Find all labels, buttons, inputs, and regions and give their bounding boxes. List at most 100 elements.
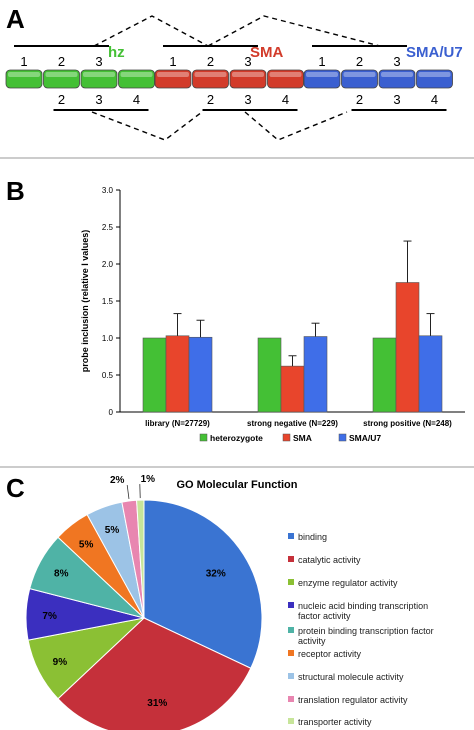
pie-legend-label: enzyme regulator activity bbox=[298, 578, 398, 588]
pie-legend-line: translation regulator activity bbox=[298, 695, 408, 705]
bar-sma-u7 bbox=[303, 336, 328, 413]
exon-highlight bbox=[418, 72, 451, 77]
bar-chart: 0 0.5 1.0 1.5 2.0 2.5 3.0 probe inclusion (rela… bbox=[80, 186, 465, 443]
legend-label: heterozygote bbox=[210, 433, 263, 443]
y-tick-label: 1.0 bbox=[102, 334, 114, 343]
exon-number-bottom: 4 bbox=[282, 92, 289, 107]
exon-box bbox=[80, 69, 118, 89]
pie-legend-line: transporter activity bbox=[298, 717, 372, 727]
pie-slice-label: 5% bbox=[79, 539, 94, 550]
pie-legend-line: catalytic activity bbox=[298, 555, 361, 565]
exon-number-top: 3 bbox=[95, 54, 102, 69]
pie-legend-swatch bbox=[288, 579, 294, 585]
pie-legend-label: translation regulator activity bbox=[298, 695, 408, 705]
pie-legend-line: activity bbox=[298, 636, 326, 646]
pie-legend-line: binding bbox=[298, 532, 327, 542]
exon-number-top: 1 bbox=[169, 54, 176, 69]
exon-highlight bbox=[232, 72, 264, 77]
group-label: hz bbox=[108, 44, 125, 61]
y-tick-label: 0 bbox=[109, 408, 114, 417]
bar-heterozygote bbox=[257, 337, 282, 413]
pie-legend-swatch bbox=[288, 718, 294, 724]
y-tick-label: 0.5 bbox=[102, 371, 114, 380]
pie-slice-9 bbox=[136, 499, 145, 619]
exon-highlight bbox=[343, 72, 376, 77]
y-tick-label: 3.0 bbox=[102, 186, 114, 195]
exon-number-bottom: 3 bbox=[95, 92, 102, 107]
bar-sma bbox=[395, 282, 420, 413]
legend-swatch bbox=[338, 433, 347, 442]
panel-a: A 1 2 3 2 3 4 hz 1 2 3 2 3 4 SMA 1 2 3 2 3 4 SMA/U7 bbox=[5, 4, 463, 141]
exon-number-top: 3 bbox=[244, 54, 251, 69]
exon-highlight bbox=[381, 72, 413, 77]
pie-legend-line: enzyme regulator activity bbox=[298, 578, 398, 588]
pie-slice-2 bbox=[57, 617, 252, 730]
pie-leader-line bbox=[126, 485, 130, 499]
exon-group-3: 1 2 3 2 3 4 SMA/U7 bbox=[303, 44, 463, 111]
y-axis-label: probe inclusion (relative I values) bbox=[80, 230, 90, 373]
exon-diagram: 1 2 3 2 3 4 hz 1 2 3 2 3 4 SMA 1 2 3 2 3 4 SMA/U7 bbox=[5, 15, 463, 141]
panel-c-letter: C bbox=[6, 473, 25, 503]
exon-number-top: 2 bbox=[207, 54, 214, 69]
pie-slice-label: 31% bbox=[147, 698, 167, 709]
pie-slice-label: 5% bbox=[105, 525, 120, 536]
bar-heterozygote bbox=[372, 337, 397, 413]
y-tick-label: 2.0 bbox=[102, 260, 114, 269]
pie-legend-line: structural molecule activity bbox=[298, 672, 404, 682]
connector-bottom-1 bbox=[91, 111, 203, 141]
pie-legend-label: structural molecule activity bbox=[298, 672, 404, 682]
panel-b: B 0 0.5 1.0 1.5 2.0 2.5 3.0 probe inclusion (re… bbox=[6, 176, 465, 443]
exon-box bbox=[5, 69, 43, 89]
legend-label: SMA bbox=[293, 433, 312, 443]
pie-slice-1 bbox=[143, 499, 263, 669]
pie-title: GO Molecular Function bbox=[176, 479, 297, 491]
exon-number-top: 2 bbox=[58, 54, 65, 69]
connector-top-2 bbox=[207, 15, 381, 47]
bar-sma bbox=[280, 365, 305, 413]
bar-sma bbox=[165, 335, 190, 413]
bar-sma-u7 bbox=[188, 336, 213, 413]
pie-legend-swatch bbox=[288, 673, 294, 679]
exon-group-2: 1 2 3 2 3 4 SMA bbox=[154, 44, 304, 111]
pie-legend-label: protein binding transcription factor acti… bbox=[298, 626, 434, 646]
exon-box bbox=[341, 69, 378, 89]
exon-number-top: 1 bbox=[318, 54, 325, 69]
category-label: library (N=27729) bbox=[145, 419, 210, 428]
pie-slice-label: 2% bbox=[110, 475, 125, 486]
connector-bottom-2 bbox=[244, 111, 348, 141]
exon-box bbox=[43, 69, 80, 89]
exon-box bbox=[267, 69, 304, 89]
exon-box bbox=[378, 69, 416, 89]
pie-legend-line: receptor activity bbox=[298, 649, 362, 659]
exon-highlight bbox=[306, 72, 338, 77]
legend-swatch bbox=[282, 433, 291, 442]
exon-box bbox=[416, 69, 453, 89]
exon-highlight bbox=[157, 72, 189, 77]
legend-swatch bbox=[199, 433, 208, 442]
exon-number-bottom: 4 bbox=[133, 92, 140, 107]
panel-a-letter: A bbox=[6, 4, 25, 34]
category-label: strong positive (N=248) bbox=[363, 419, 452, 428]
bar-sma-u7 bbox=[418, 335, 443, 413]
group-label: SMA bbox=[250, 44, 284, 61]
pie-slice-label: 1% bbox=[141, 474, 156, 485]
exon-highlight bbox=[120, 72, 153, 77]
pie-legend-label: catalytic activity bbox=[298, 555, 361, 565]
pie-legend-line: protein binding transcription factor bbox=[298, 626, 434, 636]
exon-number-top: 2 bbox=[356, 54, 363, 69]
exon-number-bottom: 2 bbox=[207, 92, 214, 107]
exon-number-bottom: 2 bbox=[58, 92, 65, 107]
pie-legend-label: binding bbox=[298, 532, 327, 542]
exon-number-bottom: 3 bbox=[393, 92, 400, 107]
exon-box bbox=[229, 69, 267, 89]
pie-slice-label: 9% bbox=[53, 657, 68, 668]
pie-legend-line: nucleic acid binding transcription bbox=[298, 601, 428, 611]
exon-group-1: 1 2 3 2 3 4 hz bbox=[5, 44, 155, 111]
pie-legend-label: receptor activity bbox=[298, 649, 362, 659]
exon-number-top: 3 bbox=[393, 54, 400, 69]
pie-chart: GO Molecular Function 32% 31% 9% 7% 8% 5% 5% 2% 1… bbox=[25, 474, 434, 730]
pie-legend-swatch bbox=[288, 627, 294, 633]
pie-legend-swatch bbox=[288, 696, 294, 702]
exon-number-bottom: 2 bbox=[356, 92, 363, 107]
